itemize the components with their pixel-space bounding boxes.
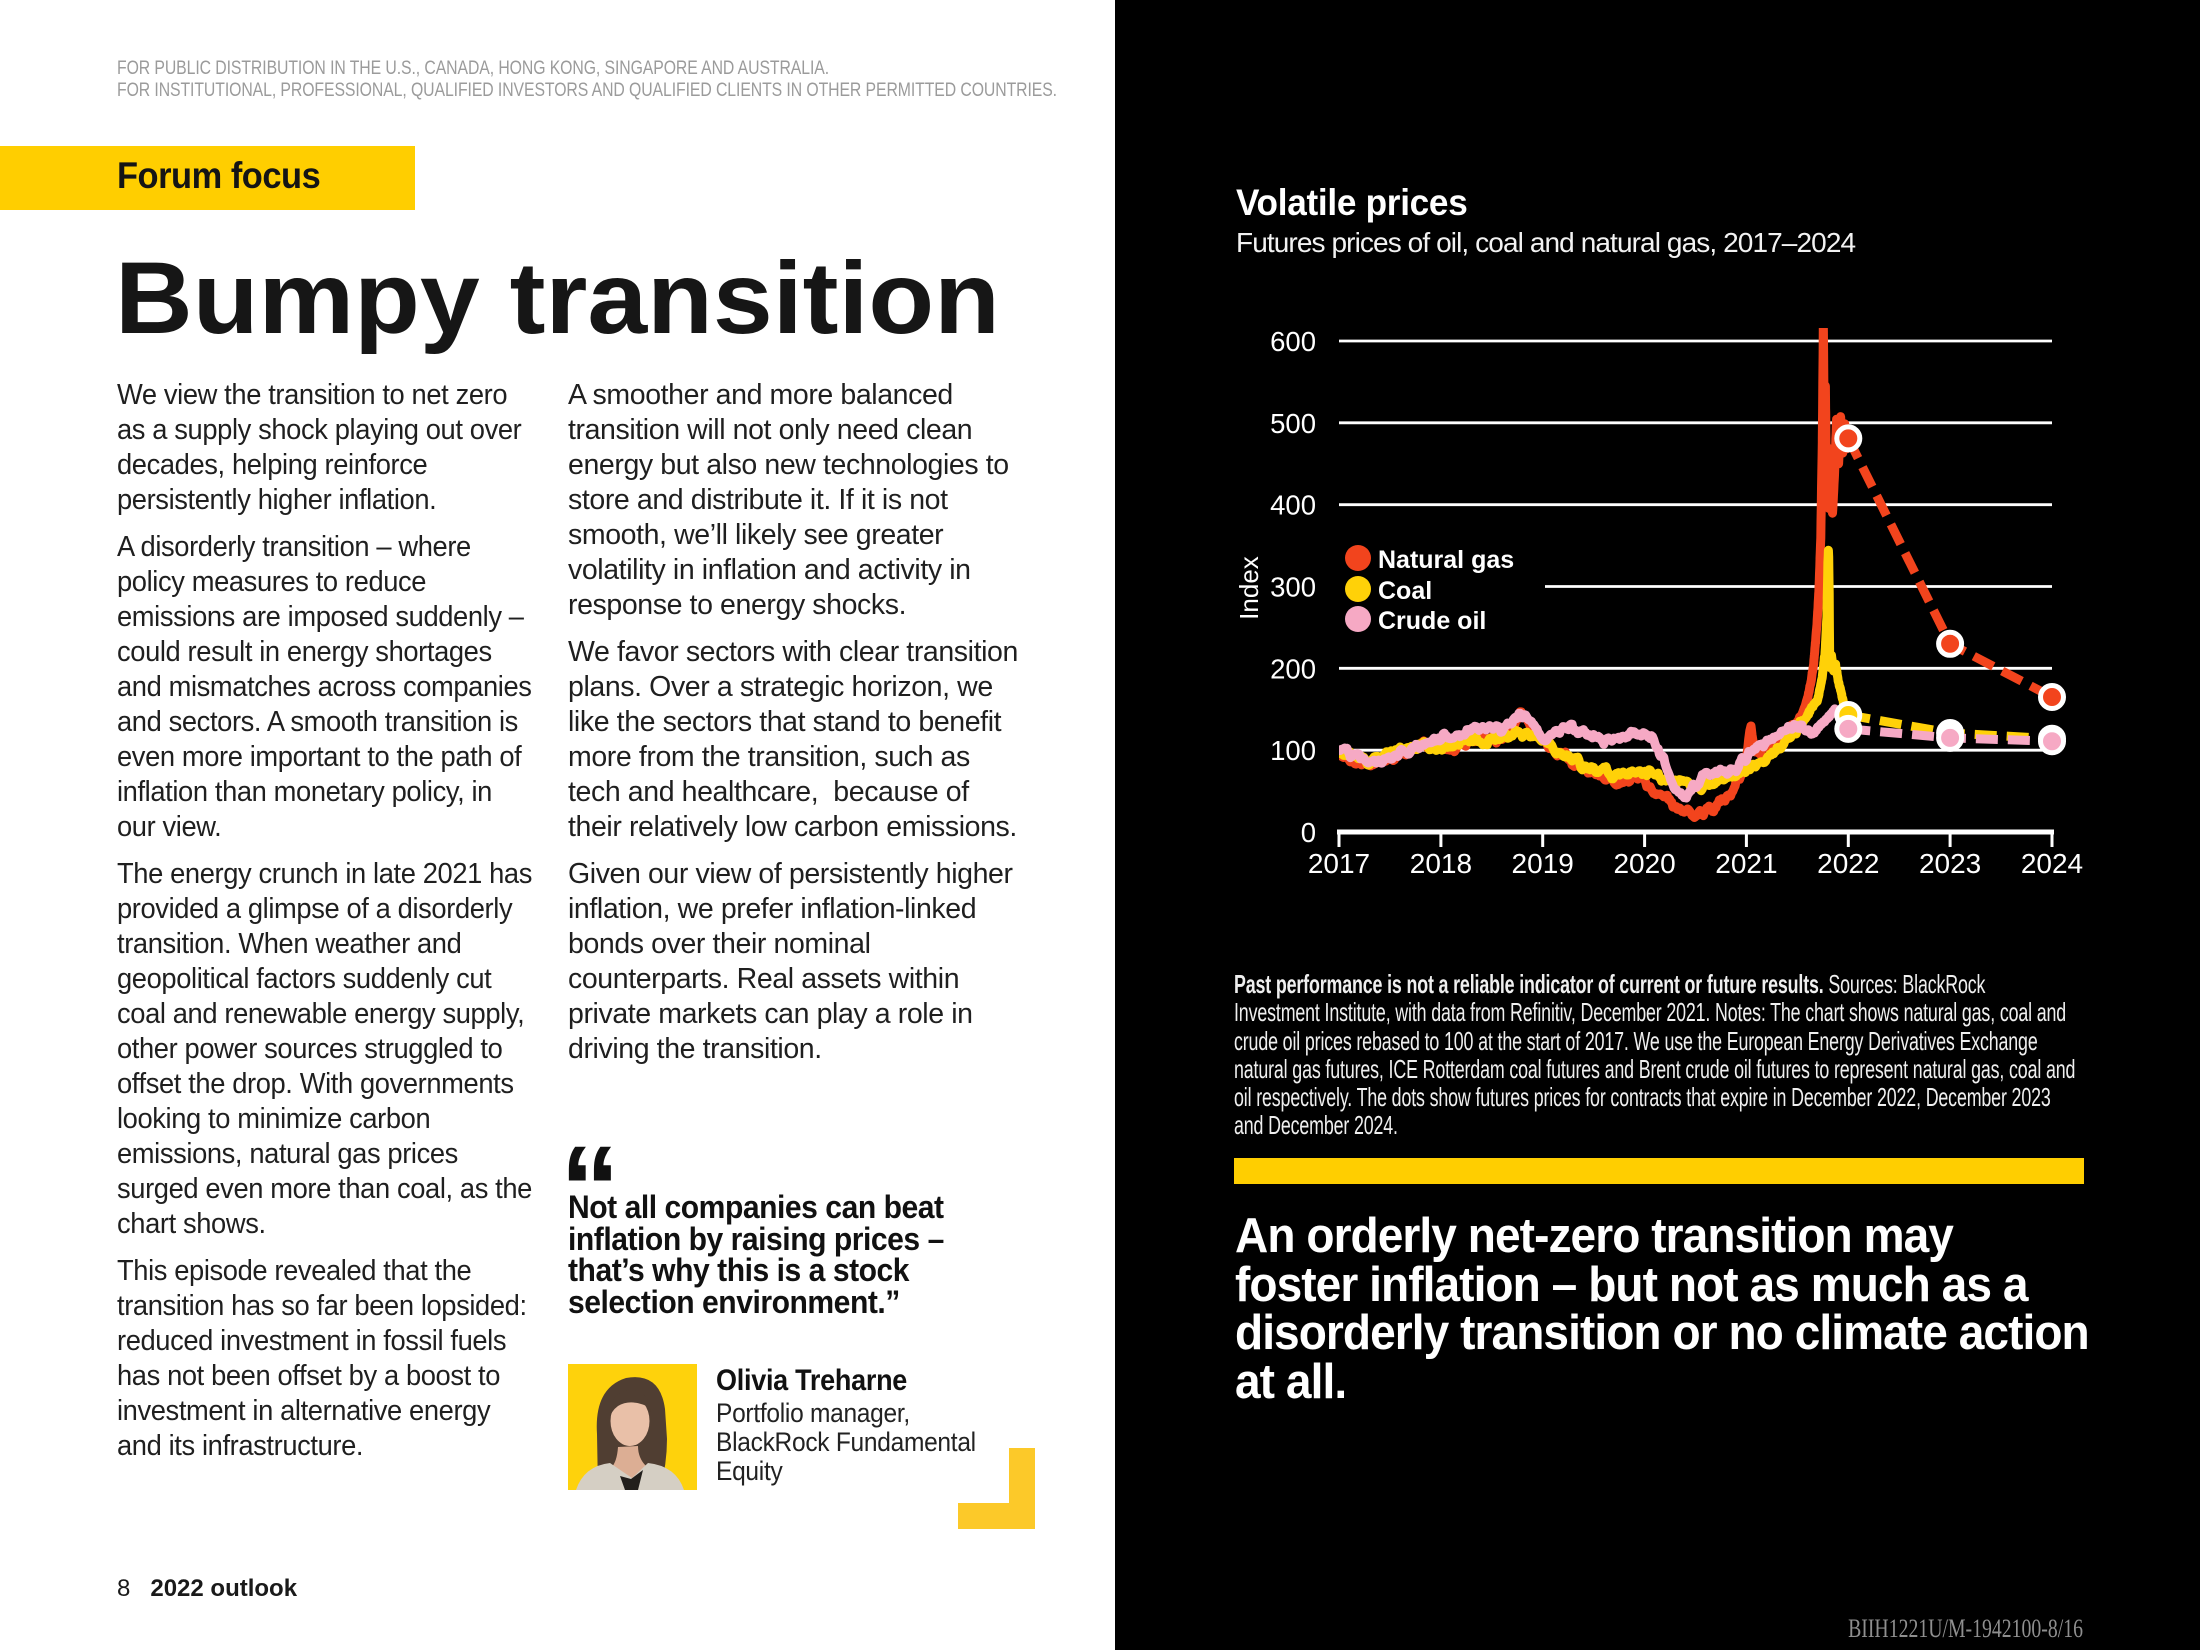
svg-text:2024: 2024 [2021,848,2083,879]
svg-text:200: 200 [1270,653,1316,684]
svg-text:Natural gas: Natural gas [1378,546,1514,574]
svg-text:500: 500 [1270,408,1316,439]
svg-text:Coal: Coal [1378,577,1432,605]
svg-text:2017: 2017 [1308,848,1370,879]
svg-text:300: 300 [1270,572,1316,603]
svg-text:600: 600 [1270,326,1316,357]
svg-text:Index: Index [1234,556,1264,620]
svg-text:100: 100 [1270,735,1316,766]
svg-text:2022: 2022 [1817,848,1879,879]
svg-text:2023: 2023 [1919,848,1981,879]
svg-text:2019: 2019 [1512,848,1574,879]
svg-text:2020: 2020 [1613,848,1675,879]
svg-text:2018: 2018 [1410,848,1472,879]
svg-text:2021: 2021 [1715,848,1777,879]
svg-text:0: 0 [1301,817,1316,848]
svg-text:400: 400 [1270,490,1316,521]
svg-text:Crude oil: Crude oil [1378,607,1486,635]
